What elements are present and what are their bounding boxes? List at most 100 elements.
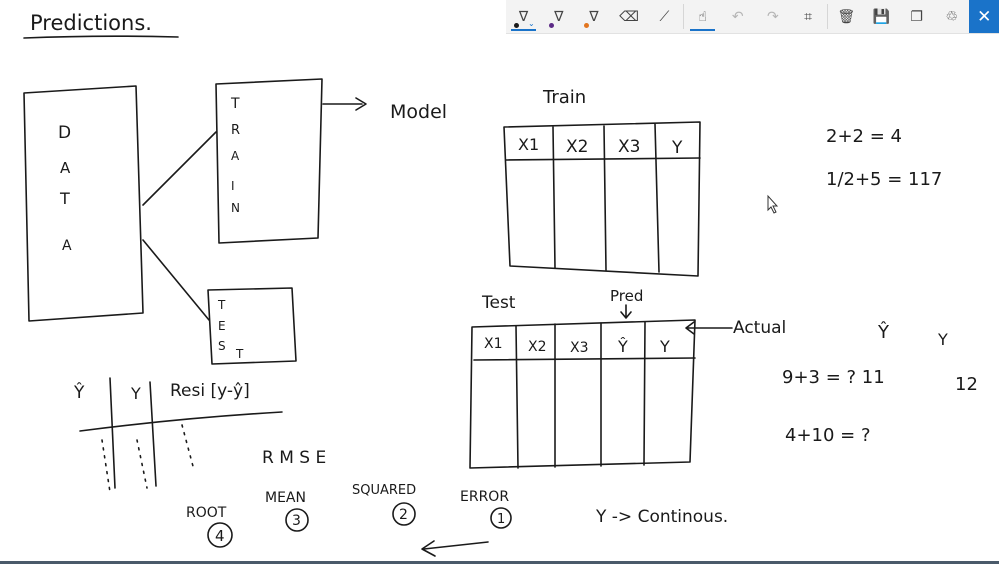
train-col-divider-3 (654, 123, 660, 273)
save-button[interactable]: 💾 (864, 0, 899, 33)
actual-arrow (685, 321, 733, 335)
data-letter-a1: A (60, 159, 71, 177)
resi-yhat-header: Ŷ (73, 381, 85, 403)
test-box (207, 287, 297, 365)
pencil-tool-button[interactable]: ∇ (541, 0, 576, 33)
bottom-taskbar-strip (0, 561, 999, 564)
pen-color-dot (549, 23, 555, 28)
highlighter-button[interactable]: ∇ (576, 0, 611, 33)
rmse-circle-3 (285, 508, 309, 532)
rmse-label: R M S E (262, 448, 326, 468)
train-col-divider-1 (552, 126, 556, 269)
ruler-button[interactable]: ⟋ (647, 0, 682, 33)
title-underline (23, 35, 179, 39)
test-letter-t: T (217, 298, 226, 312)
model-arrow-head (355, 97, 367, 111)
train-header-y: Y (671, 138, 683, 158)
crop-button[interactable]: ⌗ (790, 0, 825, 33)
model-label: Model (390, 101, 447, 123)
redo-button[interactable]: ↷ (755, 0, 790, 33)
resi-header: Resi [y-ŷ] (170, 381, 250, 401)
ballpoint-pen-button[interactable]: ∇ ⌄ (506, 0, 541, 33)
test-table (469, 319, 696, 469)
equation-3: 9+3 = ? 11 (782, 367, 885, 388)
mouse-cursor-icon (767, 194, 779, 214)
test-header-y: Y (659, 337, 670, 356)
continuous-note: Y -> Continous. (595, 507, 728, 527)
ruler-icon: ⟋ (659, 8, 670, 25)
resi-dots-1 (101, 439, 111, 493)
rmse-arrow-head (421, 540, 436, 557)
resi-col-divider-1 (109, 377, 116, 489)
equation-2: 1/2+5 = 117 (826, 169, 942, 190)
close-icon: ✕ (977, 6, 992, 27)
share-button[interactable]: ♲ (934, 0, 969, 33)
test-title: Test (481, 293, 516, 313)
train-header-x2: X2 (566, 137, 588, 157)
touch-writing-icon: ☝ (698, 8, 707, 25)
train-title: Train (542, 87, 586, 108)
train-letter-r: R (231, 123, 240, 138)
ink-toolbar: ∇ ⌄ ∇ ∇ ⌫ ⟋ ☝ ↶ ↷ ⌗ 🗑 💾 ❐ ♲ ✕ (506, 0, 999, 34)
test-letter-s: S (218, 339, 226, 353)
rmse-word-error: ERROR (460, 489, 509, 505)
delete-button[interactable]: 🗑 (829, 0, 864, 33)
train-box (215, 78, 323, 244)
toolbar-separator (826, 4, 828, 29)
rmse-arrow-line (423, 541, 489, 550)
title-text: Predictions. (30, 11, 152, 35)
train-letter-n: N (231, 201, 240, 215)
test-header-x2: X2 (528, 339, 547, 355)
highlighter-icon: ∇ (589, 8, 599, 25)
train-header-line (505, 157, 701, 161)
test-header-x3: X3 (570, 340, 589, 356)
rmse-word-root: ROOT (186, 505, 227, 521)
pred-label: Pred (610, 287, 643, 305)
equation-4: 4+10 = ? (785, 425, 871, 446)
y-label: Y (937, 330, 948, 349)
rmse-num-3: 3 (292, 513, 301, 529)
rmse-circle-1 (490, 507, 512, 529)
resi-header-line (79, 411, 283, 432)
data-letter-d: D (58, 123, 71, 143)
share-icon: ♲ (945, 8, 959, 25)
data-letter-a2: A (62, 238, 72, 254)
train-letter-i: I (231, 179, 235, 193)
test-col-divider-1 (515, 325, 519, 469)
train-table (503, 121, 701, 277)
rmse-num-2: 2 (399, 507, 408, 523)
pred-arrow (620, 304, 632, 319)
copy-button[interactable]: ❐ (899, 0, 934, 33)
rmse-num-1: 1 (497, 512, 505, 527)
undo-button[interactable]: ↶ (720, 0, 755, 33)
resi-y-header: Y (130, 384, 141, 403)
redo-icon: ↷ (767, 8, 779, 25)
ballpoint-pen-icon: ∇ (518, 8, 529, 25)
crop-icon: ⌗ (804, 8, 813, 25)
chevron-down-icon: ⌄ (528, 19, 535, 28)
rmse-num-4: 4 (215, 527, 225, 545)
pencil-tool-icon: ∇ (554, 8, 564, 25)
close-button[interactable]: ✕ (969, 0, 999, 33)
touch-writing-button[interactable]: ☝ (685, 0, 720, 33)
resi-dots-3 (181, 424, 195, 471)
test-header-x1: X1 (484, 336, 503, 352)
pen-color-dot (514, 23, 519, 28)
test-letter-e: E (218, 319, 226, 333)
equation-3-value: 12 (955, 374, 978, 395)
eraser-button[interactable]: ⌫ (612, 0, 647, 33)
rmse-circle-4 (207, 522, 233, 548)
copy-icon: ❐ (910, 8, 923, 25)
rmse-word-squared: SQUARED (352, 483, 416, 498)
eraser-icon: ⌫ (619, 8, 640, 25)
equation-1: 2+2 = 4 (826, 126, 902, 147)
train-letter-a: A (231, 149, 240, 163)
connector-to-test (142, 239, 210, 321)
rmse-word-mean: MEAN (265, 490, 306, 506)
test-header-line (473, 357, 696, 361)
connector-to-train (142, 131, 217, 206)
undo-icon: ↶ (731, 8, 744, 25)
data-box (23, 85, 144, 322)
delete-icon: 🗑 (837, 8, 856, 25)
